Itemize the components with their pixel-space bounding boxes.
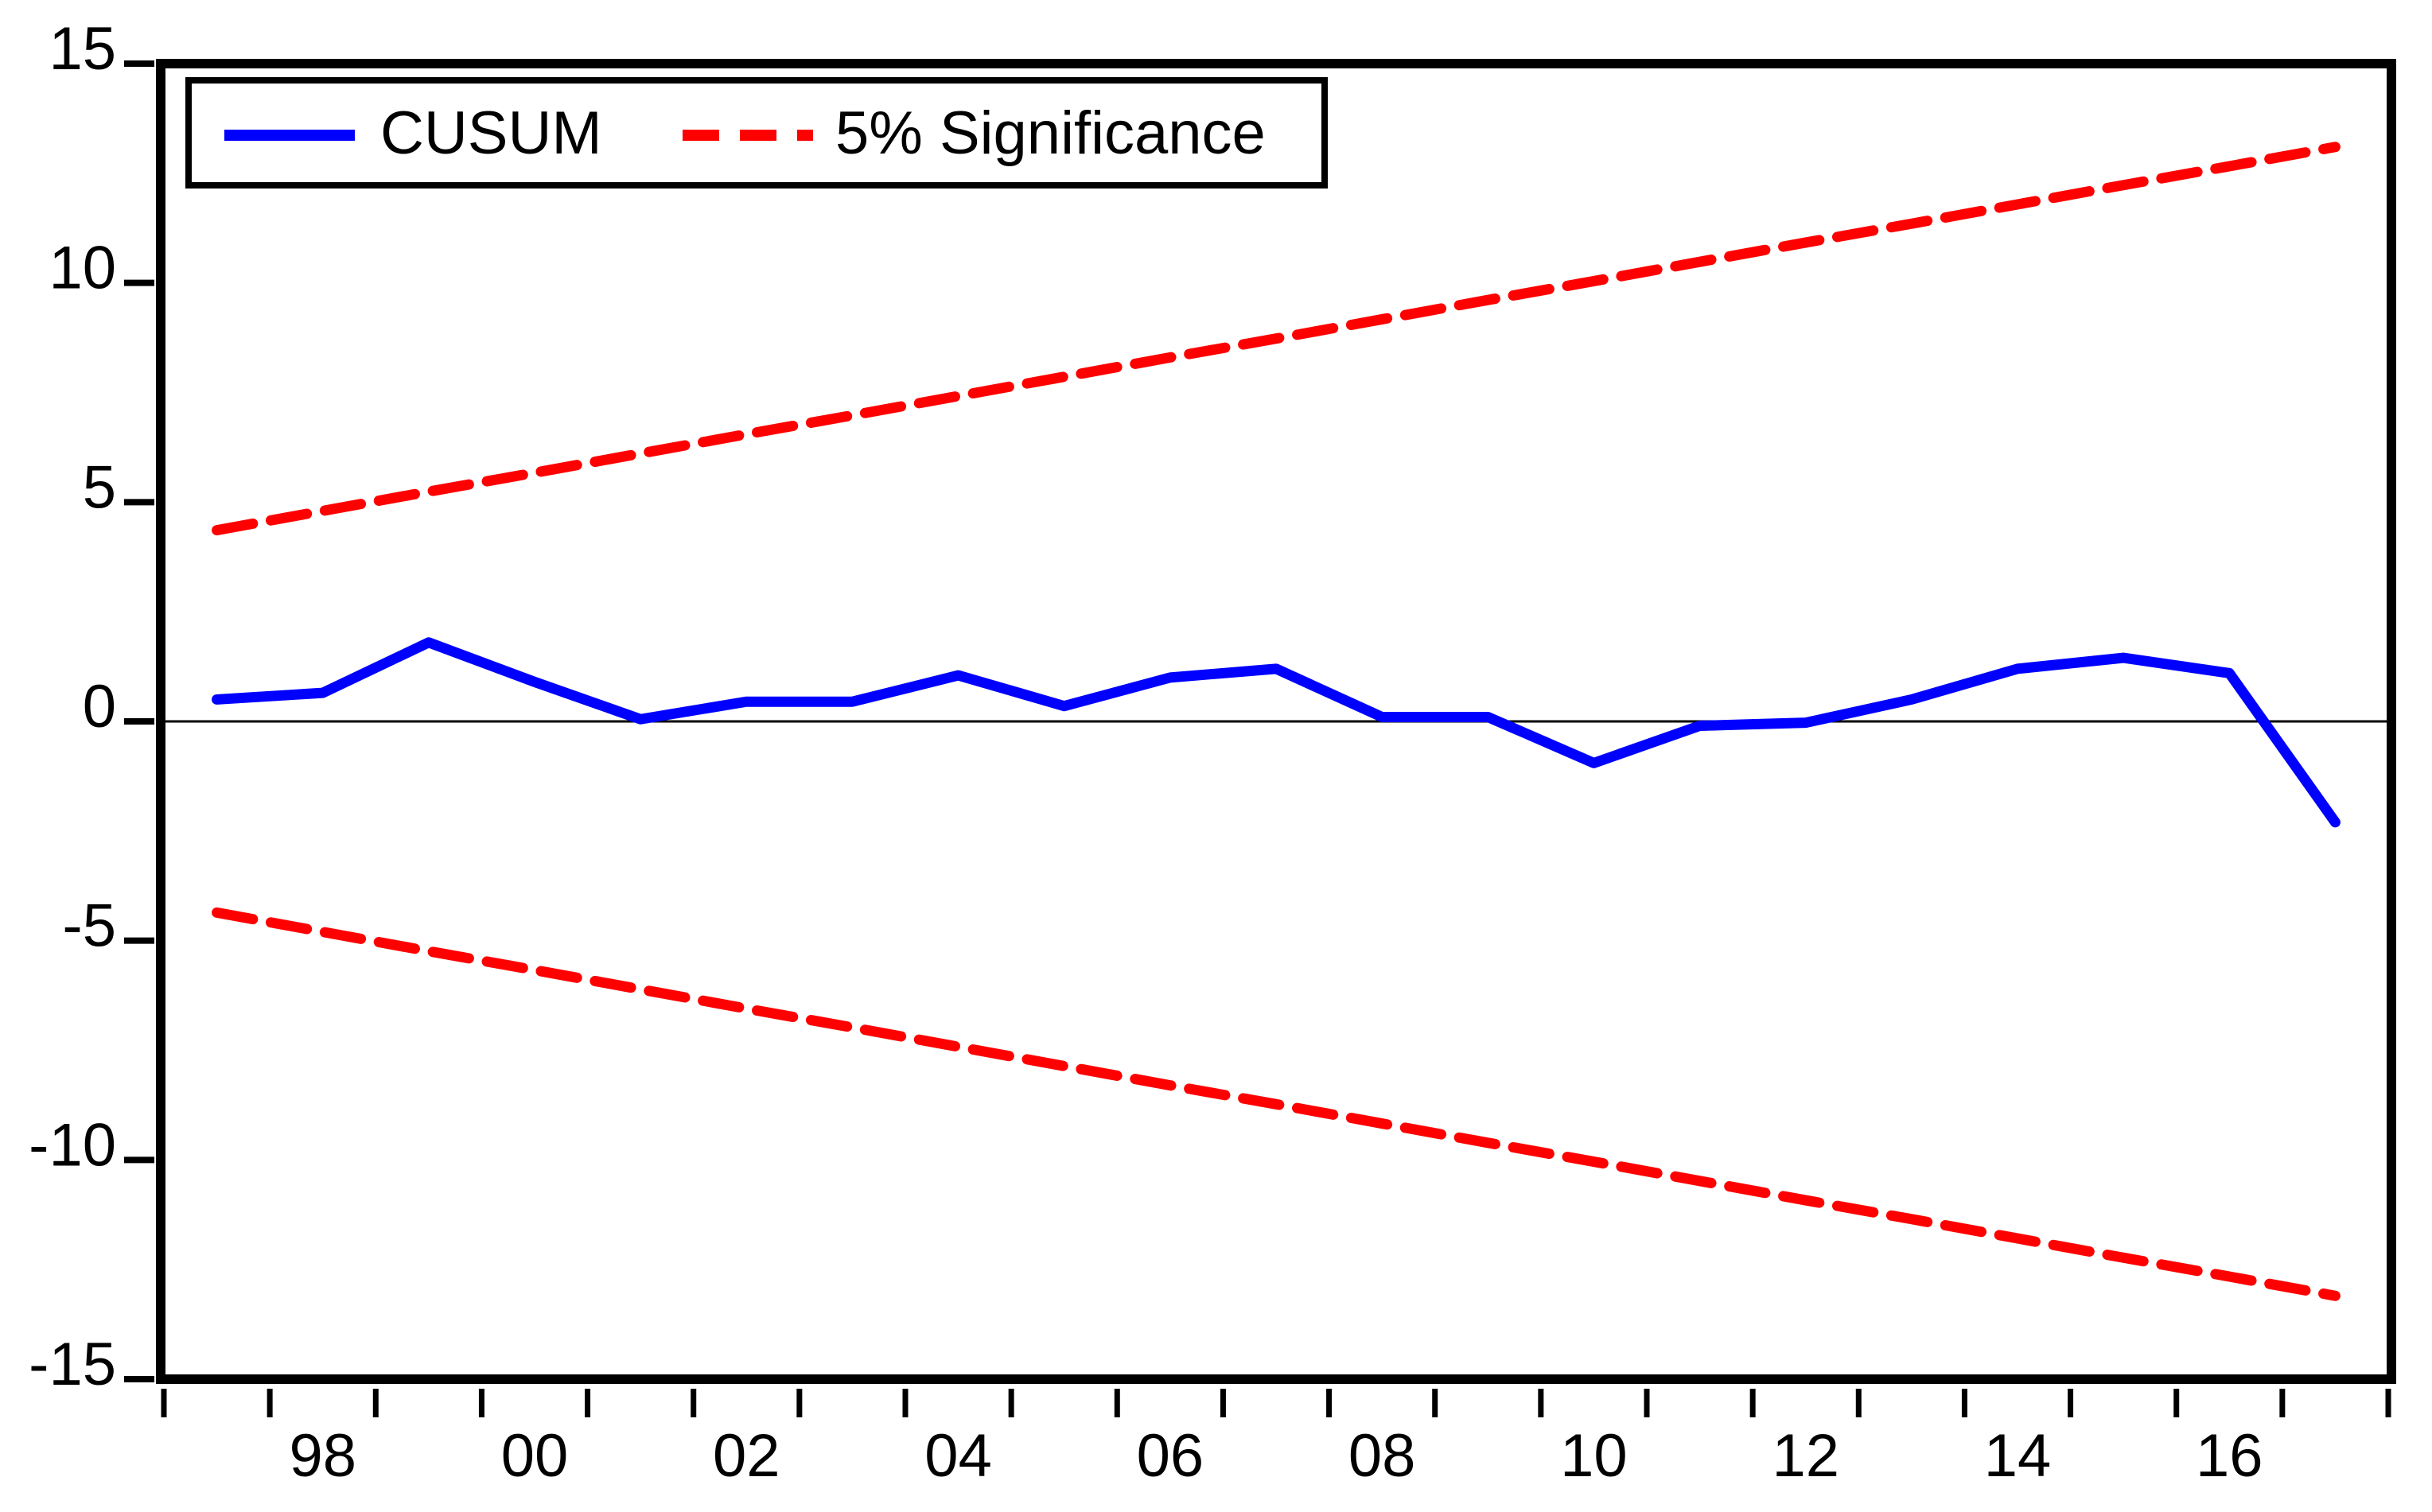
y-axis-tick-label: -15 — [29, 1331, 116, 1398]
x-axis-tick-label: 04 — [924, 1422, 992, 1490]
x-axis-tick-label: 06 — [1137, 1422, 1204, 1490]
y-axis-tick-label: 15 — [49, 15, 116, 83]
series-cusum — [212, 637, 2341, 828]
y-axis-tick-label: 0 — [83, 673, 116, 740]
x-axis-tick-label: 00 — [501, 1422, 569, 1490]
axes-layer: 15 10 5 0 -5 -10 -15 98 00 02 04 06 08 10 12 14 16 — [29, 15, 2391, 1490]
x-axis-tick-label: 08 — [1348, 1422, 1416, 1490]
y-axis-tick-label: 10 — [49, 235, 116, 302]
x-axis-tick-label: 98 — [289, 1422, 356, 1490]
legend-cusum-label: CUSUM — [380, 99, 602, 167]
series-5-significance-upper-bound — [212, 142, 2341, 536]
x-axis-tick-label: 14 — [1984, 1422, 2052, 1490]
x-axis-tick-label: 10 — [1560, 1422, 1628, 1490]
plot-border — [156, 59, 2396, 1384]
x-axis-tick-label: 16 — [2196, 1422, 2263, 1490]
x-axis-tick-label: 02 — [713, 1422, 780, 1490]
legend: CUSUM 5% Significance — [185, 77, 1328, 189]
y-axis-tick-label: -5 — [62, 892, 116, 960]
x-axis-tick-label: 12 — [1772, 1422, 1839, 1490]
y-axis-tick-label: 5 — [83, 453, 116, 521]
y-axis-tick-label: -10 — [29, 1111, 116, 1179]
legend-significance-label: 5% Significance — [835, 99, 1266, 167]
series-5-significance-lower-bound — [212, 907, 2341, 1301]
series-layer — [212, 142, 2341, 1301]
